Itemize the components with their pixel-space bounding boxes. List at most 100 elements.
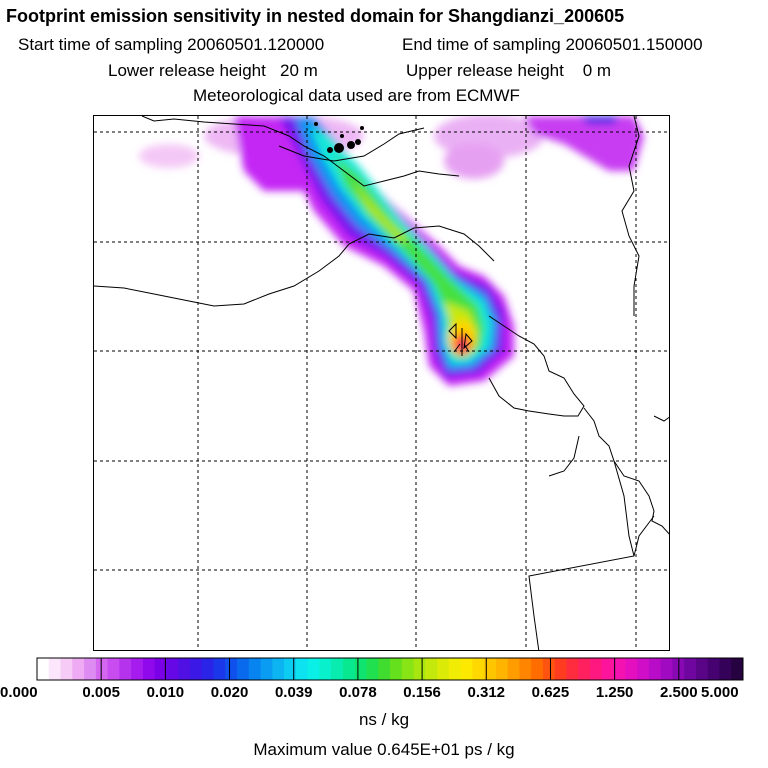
coastline [583, 407, 669, 535]
receptor-marker-group [448, 322, 473, 356]
colorbar-cell [554, 658, 567, 680]
colorbar-tick-label: 2.500 [660, 684, 698, 701]
colorbar-cell [248, 658, 262, 680]
coastline [141, 116, 460, 187]
colorbar-tick-label: 0.039 [274, 684, 313, 701]
footprint-plume [139, 116, 644, 386]
colorbar-cell [107, 658, 120, 680]
colorbar-tick-label: 0.020 [210, 684, 249, 701]
colorbar-cell [131, 658, 144, 680]
colorbar-cell [60, 658, 73, 680]
colorbar-cell [331, 658, 344, 680]
coastlines [94, 116, 669, 650]
colorbar-cell [425, 658, 438, 680]
colorbar-cell [637, 658, 650, 680]
colorbar-cell [495, 658, 509, 680]
island-mark [314, 122, 318, 126]
colorbar-cell [354, 658, 367, 680]
triangle-marker [448, 322, 473, 356]
plume-patch-blue [579, 116, 619, 124]
island-mark [355, 139, 361, 145]
colorbar-cell [684, 658, 697, 680]
colorbar-unit-label: ns / kg [358, 710, 410, 729]
colorbar-cell [601, 658, 615, 680]
colorbar-cell [719, 658, 732, 680]
end-time-label: End time of sampling 20060501.150000 [402, 35, 703, 54]
coastline [548, 435, 580, 477]
colorbar-cell [707, 658, 720, 680]
island-mark [334, 143, 344, 153]
colorbar-tick-label: 0.312 [467, 684, 506, 701]
colorbar-cell [119, 658, 132, 680]
colorbar-tick-label: 0.005 [82, 684, 120, 701]
colorbar-cell [307, 658, 320, 680]
colorbar-cell [201, 658, 214, 680]
coastline [94, 225, 495, 307]
start-time-label: Start time of sampling 20060501.120000 [18, 35, 325, 54]
colorbar-cell [437, 658, 450, 680]
colorbar-cell [648, 658, 662, 680]
met-data-label: Meteorological data used are from ECMWF [193, 86, 520, 105]
colorbar-cell [695, 658, 709, 680]
colorbar-cell [448, 658, 462, 680]
colorbar-tick-label: 0.625 [531, 684, 570, 701]
colorbar-cell [566, 658, 579, 680]
colorbar-cell [413, 658, 426, 680]
colorbar-cell [578, 658, 591, 680]
colorbar-cell [660, 658, 673, 680]
colorbar-tick-label: 0.000 [0, 684, 38, 701]
colorbar-cell [460, 658, 473, 680]
colorbar-tick-label: 1.250 [595, 684, 634, 701]
map-canvas [94, 116, 669, 650]
colorbar-cell [48, 658, 62, 680]
colorbar-cell [542, 658, 556, 680]
coastline [488, 315, 585, 417]
island-mark [347, 141, 355, 149]
colorbar-dividers [100, 658, 680, 680]
colorbar-cell [154, 658, 167, 680]
colorbar-cell [507, 658, 520, 680]
grid-lines [94, 116, 669, 650]
colorbar-cell [625, 658, 638, 680]
plume-patch-purple [524, 116, 644, 171]
colorbar-cell [484, 658, 497, 680]
small-islands [314, 122, 364, 153]
coastline [528, 515, 655, 650]
plume-patch-light [444, 143, 504, 179]
colorbar-cell [178, 658, 191, 680]
colorbar-cell [225, 658, 238, 680]
colorbar-cell [272, 658, 285, 680]
plume-patch-light [139, 144, 199, 168]
colorbar-cell [613, 658, 626, 680]
colorbar-cell [401, 658, 415, 680]
island-mark [340, 134, 344, 138]
colorbar-cell [37, 658, 50, 680]
colorbar-border [36, 657, 744, 681]
colorbar-cell [590, 658, 603, 680]
colorbar-cell [319, 658, 332, 680]
coastline [653, 415, 669, 422]
colorbar-cell [295, 658, 309, 680]
upper-release-height-label: Upper release height 0 m [406, 61, 612, 80]
colorbar-cell [84, 658, 97, 680]
colorbar-cell [366, 658, 379, 680]
colorbar-cells [37, 658, 744, 680]
colorbar-cell [260, 658, 273, 680]
coastline [613, 460, 635, 557]
coastline [621, 116, 640, 316]
colorbar-tick-label: 0.010 [146, 684, 185, 701]
colorbar-cell [72, 658, 85, 680]
plot-title: Footprint emission sensitivity in nested… [6, 6, 625, 26]
colorbar-cell [189, 658, 203, 680]
colorbar-cell [284, 658, 297, 680]
colorbar-cell [237, 658, 250, 680]
colorbar-tick-label: 0.078 [339, 684, 377, 701]
colorbar [36, 657, 744, 681]
island-mark [360, 126, 364, 130]
colorbar-cell [378, 658, 391, 680]
colorbar-cell [390, 658, 403, 680]
colorbar-cell [472, 658, 485, 680]
colorbar-cell [519, 658, 532, 680]
colorbar-cell [731, 658, 744, 680]
colorbar-cell [531, 658, 544, 680]
